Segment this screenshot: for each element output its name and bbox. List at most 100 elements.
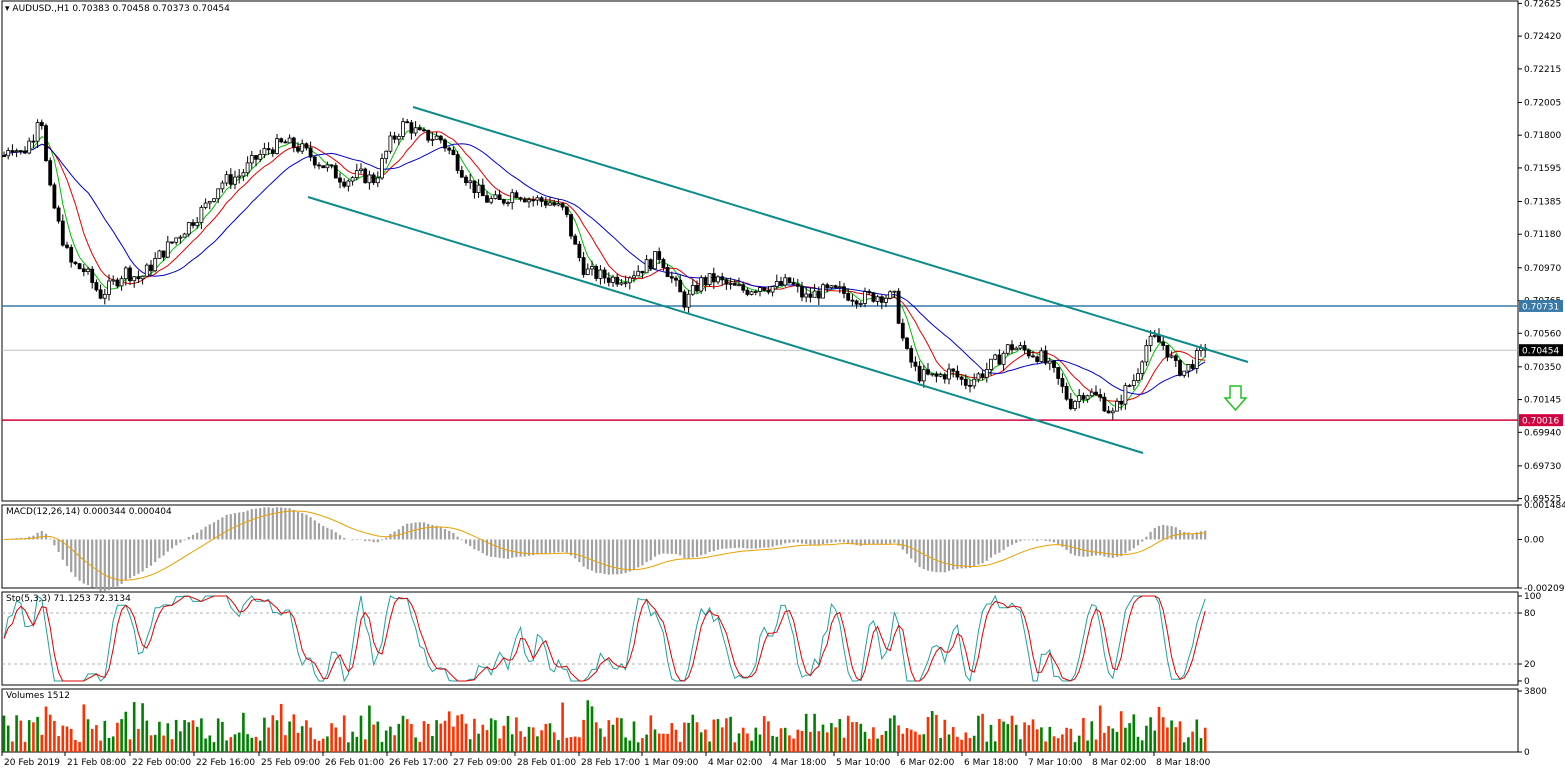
bear-candle-body [766, 290, 771, 293]
bear-candle-body [951, 368, 956, 372]
bull-candle-body [107, 280, 111, 295]
candle [1056, 367, 1061, 385]
bull-candle-body [275, 138, 279, 154]
candle [1001, 351, 1006, 372]
candle [317, 162, 321, 170]
bull-candle-body [476, 184, 481, 193]
candle [111, 275, 116, 285]
candle [627, 276, 632, 290]
bull-candle-body [753, 291, 758, 293]
bear-candle-body [329, 164, 334, 167]
candle [10, 144, 15, 156]
candle [942, 372, 947, 384]
bull-candle-body [102, 293, 107, 299]
bear-candle-body [321, 165, 326, 169]
bear-candle-body [669, 276, 674, 279]
bull-candle-body [1047, 360, 1052, 364]
candle [896, 288, 901, 325]
candle [535, 195, 540, 206]
ma-mid-line [3, 131, 1206, 403]
bull-candle-body [1085, 395, 1090, 400]
candle [711, 267, 716, 289]
price-tick-label: 0.70560 [1524, 329, 1561, 339]
bear-candle-body [1098, 394, 1103, 398]
bull-candle-body [1182, 370, 1187, 376]
bear-candle-body [90, 268, 95, 283]
price-tick-label: 0.71385 [1524, 197, 1561, 207]
candle [308, 141, 313, 162]
price-pane-reference-lines [2, 305, 1518, 421]
bull-candle-body [27, 140, 32, 154]
bull-candle-body [716, 276, 720, 283]
candle [560, 202, 565, 211]
candle [338, 172, 342, 189]
bull-candle-body [758, 287, 762, 292]
bull-candle-body [938, 374, 943, 377]
bear-candle-body [438, 135, 443, 141]
candle [951, 368, 956, 378]
candle [1043, 345, 1048, 366]
stoch-signal-line [3, 595, 1206, 682]
candle [329, 164, 334, 169]
bear-candle-body [678, 279, 683, 293]
candle [237, 169, 242, 184]
price-tag-bid-text: 0.70454 [1522, 347, 1559, 357]
candle [279, 137, 284, 144]
bull-candle-body [535, 197, 540, 201]
bull-candle-body [930, 373, 935, 376]
candle [1035, 355, 1040, 364]
bear-candle-body [480, 184, 485, 197]
candle [485, 191, 489, 203]
candle [18, 150, 23, 155]
candle [417, 124, 422, 131]
price-tag-red-bg [1519, 414, 1563, 427]
collapse-triangle-icon[interactable]: ▾ [5, 4, 10, 14]
candle [195, 217, 200, 229]
candle [787, 277, 792, 284]
bear-candle-body [552, 202, 557, 206]
bull-candle-body [921, 369, 926, 382]
candle [1052, 360, 1056, 373]
candle [724, 277, 729, 290]
candle [699, 275, 704, 294]
candle [871, 292, 876, 303]
bull-candle-body [367, 174, 372, 184]
candle [216, 188, 221, 204]
bull-candle-body [153, 258, 158, 272]
bear-candle-body [308, 147, 313, 158]
candle [283, 139, 288, 144]
candle [783, 273, 788, 287]
bull-candle-body [1115, 400, 1119, 412]
bear-candle-body [959, 376, 964, 380]
bear-candle-body [539, 197, 544, 202]
stoch-tick-label: 80 [1524, 609, 1536, 619]
bear-candle-body [581, 257, 586, 275]
bull-candle-body [430, 138, 435, 141]
candle [976, 372, 981, 383]
bear-candle-body [98, 289, 103, 299]
bull-candle-body [1186, 364, 1191, 372]
price-tag-bid-bg [1519, 344, 1563, 357]
bear-candle-body [254, 155, 258, 160]
bear-candle-body [56, 207, 61, 222]
candle [128, 265, 132, 285]
descending-channel[interactable] [307, 106, 1249, 454]
candle [98, 284, 103, 300]
candle [1110, 407, 1115, 420]
candle [241, 169, 246, 182]
candle [86, 266, 90, 275]
candle [304, 142, 309, 151]
bear-candle-body [73, 261, 78, 265]
candle [464, 174, 468, 186]
candle [972, 373, 977, 389]
candle [1173, 354, 1178, 368]
bull-candle-body [233, 176, 237, 185]
candle [1123, 382, 1128, 410]
bull-candle-body [837, 286, 842, 289]
macd-tick-label: -0.00209 [1524, 584, 1565, 594]
candle [438, 135, 443, 144]
bear-candle-body [52, 184, 57, 209]
candle [611, 274, 615, 287]
